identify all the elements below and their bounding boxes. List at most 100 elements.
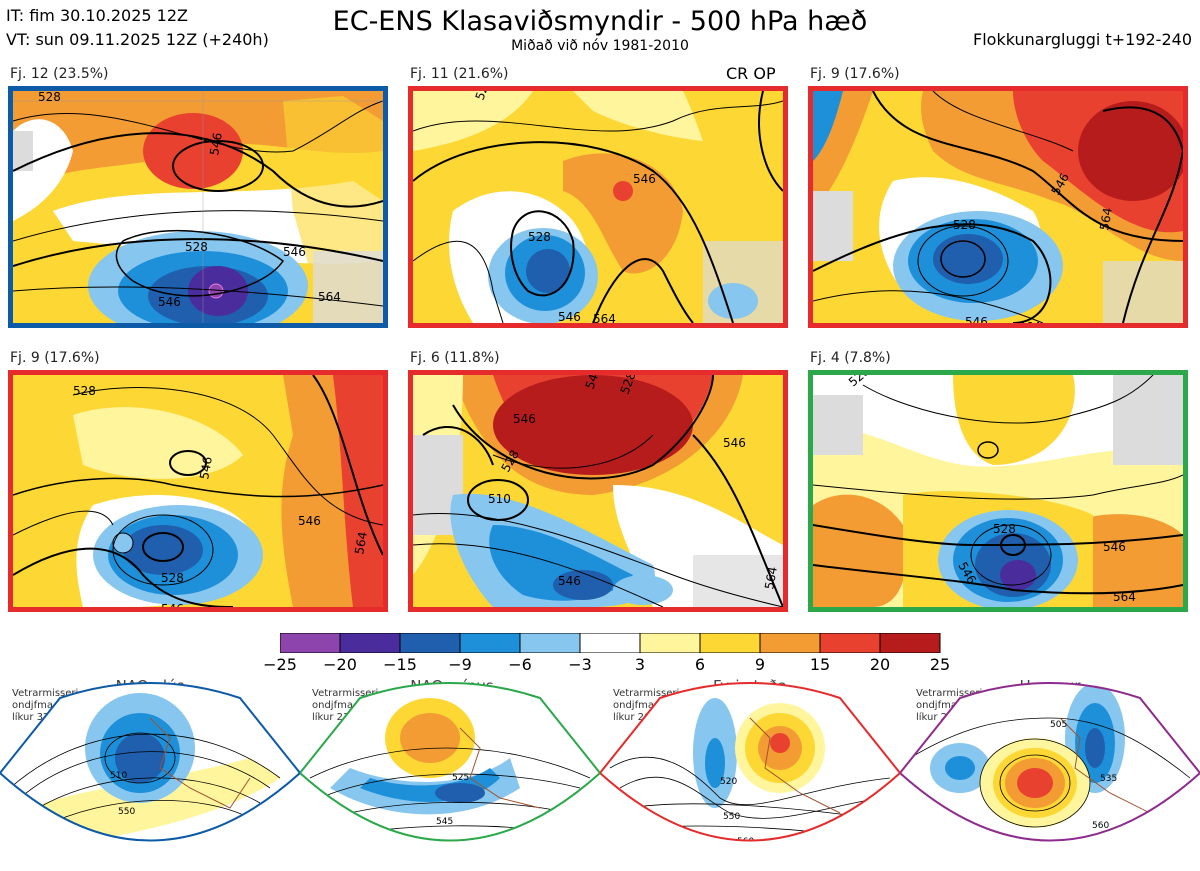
regime-map-nao-plus: 510 550 bbox=[0, 682, 300, 842]
contour-label: 546 bbox=[558, 310, 581, 323]
note-line: líkur 26,1% bbox=[613, 712, 670, 723]
map-svg-4: 528 546 546 528 546 564 bbox=[13, 375, 383, 607]
colorbar-tick-label: −20 bbox=[323, 655, 357, 674]
contour-label: 525 bbox=[452, 773, 469, 783]
contour-label: 550 bbox=[118, 807, 135, 817]
contour-label: 510 bbox=[488, 492, 511, 506]
contour-label: 510 bbox=[110, 771, 127, 781]
contour-label: 546 bbox=[298, 514, 321, 528]
contour-label: 528 bbox=[161, 571, 184, 585]
note-line: Vetrarmisseri bbox=[916, 688, 983, 699]
contour-label: 560 bbox=[737, 837, 754, 847]
contour-label: 520 bbox=[720, 777, 737, 787]
colorbar-tick-label: −15 bbox=[383, 655, 417, 674]
colorbar-swatch bbox=[579, 632, 641, 654]
colorbar-swatch bbox=[459, 632, 521, 654]
contour-label: 546 bbox=[158, 295, 181, 309]
contour-label: 546 bbox=[723, 436, 746, 450]
colorbar-swatch bbox=[879, 632, 941, 654]
contour-label: 528 bbox=[473, 91, 494, 102]
note-line: ondjfma bbox=[312, 700, 353, 711]
contour-label: 545 bbox=[436, 817, 453, 827]
contour-label: 564 bbox=[762, 566, 780, 591]
panel-3-label: Fj. 9 (17.6%) bbox=[810, 66, 900, 82]
contour-label: 528 bbox=[993, 522, 1016, 536]
note-line: Vetrarmisseri bbox=[613, 688, 680, 699]
colorbar bbox=[279, 632, 944, 657]
regime-map-nao-minus: 525 545 565 bbox=[300, 682, 600, 861]
contour-label: 550 bbox=[723, 812, 740, 822]
contour-label: 565 bbox=[446, 851, 463, 861]
contour-label: 564 bbox=[1018, 320, 1041, 323]
colorbar-swatch bbox=[339, 632, 401, 654]
initial-time: IT: fim 30.10.2025 12Z bbox=[6, 6, 188, 25]
page-subtitle: Miðað við nóv 1981-2010 bbox=[511, 38, 689, 54]
contour-label: 546 bbox=[965, 315, 988, 323]
colorbar-tick-label: 20 bbox=[869, 655, 891, 674]
contour-label: 546 bbox=[161, 602, 184, 607]
regime-3-note: Vetrarmisseri ondjfma líkur 26,1% bbox=[613, 688, 679, 724]
cluster-map-1: 528 546 546 564 528 546 bbox=[8, 86, 388, 328]
contour-label: 560 bbox=[1092, 821, 1109, 831]
contour-label: 528 bbox=[953, 218, 976, 232]
colorbar-swatch bbox=[399, 632, 461, 654]
contour-label: 535 bbox=[1100, 774, 1117, 784]
header-info: IT: fim 30.10.2025 12Z VT: sun 09.11.202… bbox=[6, 4, 269, 52]
colorbar-tick-label: 6 bbox=[694, 655, 706, 674]
map-svg-2: 528 546 528 546 564 bbox=[413, 91, 783, 323]
colorbar-tick-label: −6 bbox=[508, 655, 532, 674]
contour-label: 564 bbox=[1097, 207, 1115, 232]
contour-label: 528 bbox=[73, 384, 96, 398]
cluster-map-3: 528 546 564 546 564 bbox=[808, 86, 1188, 328]
cluster-map-2: 528 546 528 546 564 bbox=[408, 86, 788, 328]
colorbar-swatch bbox=[519, 632, 581, 654]
panel-4-label: Fj. 9 (17.6%) bbox=[10, 350, 100, 366]
contour-label: 564 bbox=[352, 531, 370, 556]
panel-6-label: Fj. 4 (7.8%) bbox=[810, 350, 891, 366]
colorbar-tick-label: 15 bbox=[809, 655, 831, 674]
contour-label: 528 bbox=[38, 91, 61, 104]
colorbar-tick-label: −3 bbox=[568, 655, 592, 674]
contour-label: 546 bbox=[558, 574, 581, 588]
cluster-map-5: 546 528 546 528 510 546 564 546 bbox=[408, 370, 788, 612]
cluster-map-6: 528 528 546 546 564 bbox=[808, 370, 1188, 612]
page-title: EC-ENS Klasaviðsmyndir - 500 hPa hæð bbox=[332, 6, 868, 37]
control-run-tag: CR OP bbox=[726, 64, 776, 83]
note-line: Vetrarmisseri bbox=[12, 688, 79, 699]
contour-label: 546 bbox=[633, 172, 656, 186]
map-svg-3: 528 546 564 546 564 bbox=[813, 91, 1183, 323]
colorbar-tick-label: 3 bbox=[634, 655, 646, 674]
panel-5-label: Fj. 6 (11.8%) bbox=[410, 350, 500, 366]
colorbar-tick-label: 25 bbox=[929, 655, 951, 674]
regime-map-blocking: 520 550 560 bbox=[600, 682, 900, 847]
contour-label: 528 bbox=[528, 230, 551, 244]
note-line: ondjfma bbox=[916, 700, 957, 711]
regime-2-note: Vetrarmisseri ondjfma líkur 21,4% bbox=[312, 688, 378, 724]
colorbar-swatch bbox=[699, 632, 761, 654]
valid-time: VT: sun 09.11.2025 12Z (+240h) bbox=[6, 30, 269, 49]
map-svg-6: 528 528 546 546 564 bbox=[813, 375, 1183, 607]
panel-1-label: Fj. 12 (23.5%) bbox=[10, 66, 109, 82]
note-line: Vetrarmisseri bbox=[312, 688, 379, 699]
note-line: líkur 32,3% bbox=[12, 712, 69, 723]
colorbar-swatch bbox=[639, 632, 701, 654]
contour-label: 564 bbox=[593, 312, 616, 323]
colorbar-swatch bbox=[279, 632, 341, 654]
regime-map-ridge: 505 535 560 bbox=[900, 682, 1200, 842]
colorbar-swatch bbox=[759, 632, 821, 654]
contour-label: 546 bbox=[513, 412, 536, 426]
map-svg-5: 546 528 546 528 510 546 564 546 bbox=[413, 375, 783, 607]
contour-label: 546 bbox=[283, 245, 306, 259]
colorbar-tick-label: −9 bbox=[448, 655, 472, 674]
classification-window: Flokkunargluggi t+192-240 bbox=[973, 30, 1192, 49]
contour-label: 546 bbox=[197, 456, 215, 481]
panel-2-label: Fj. 11 (21.6%) bbox=[410, 66, 509, 82]
contour-label: 546 bbox=[1103, 540, 1126, 554]
colorbar-tick-label: 9 bbox=[754, 655, 766, 674]
colorbar-svg bbox=[279, 632, 941, 654]
contour-label: 505 bbox=[1050, 720, 1067, 730]
colorbar-tick-label: −25 bbox=[263, 655, 297, 674]
note-line: ondjfma bbox=[613, 700, 654, 711]
contour-label: 546 bbox=[207, 132, 225, 157]
regime-1-note: Vetrarmisseri ondjfma líkur 32,3% bbox=[12, 688, 78, 724]
